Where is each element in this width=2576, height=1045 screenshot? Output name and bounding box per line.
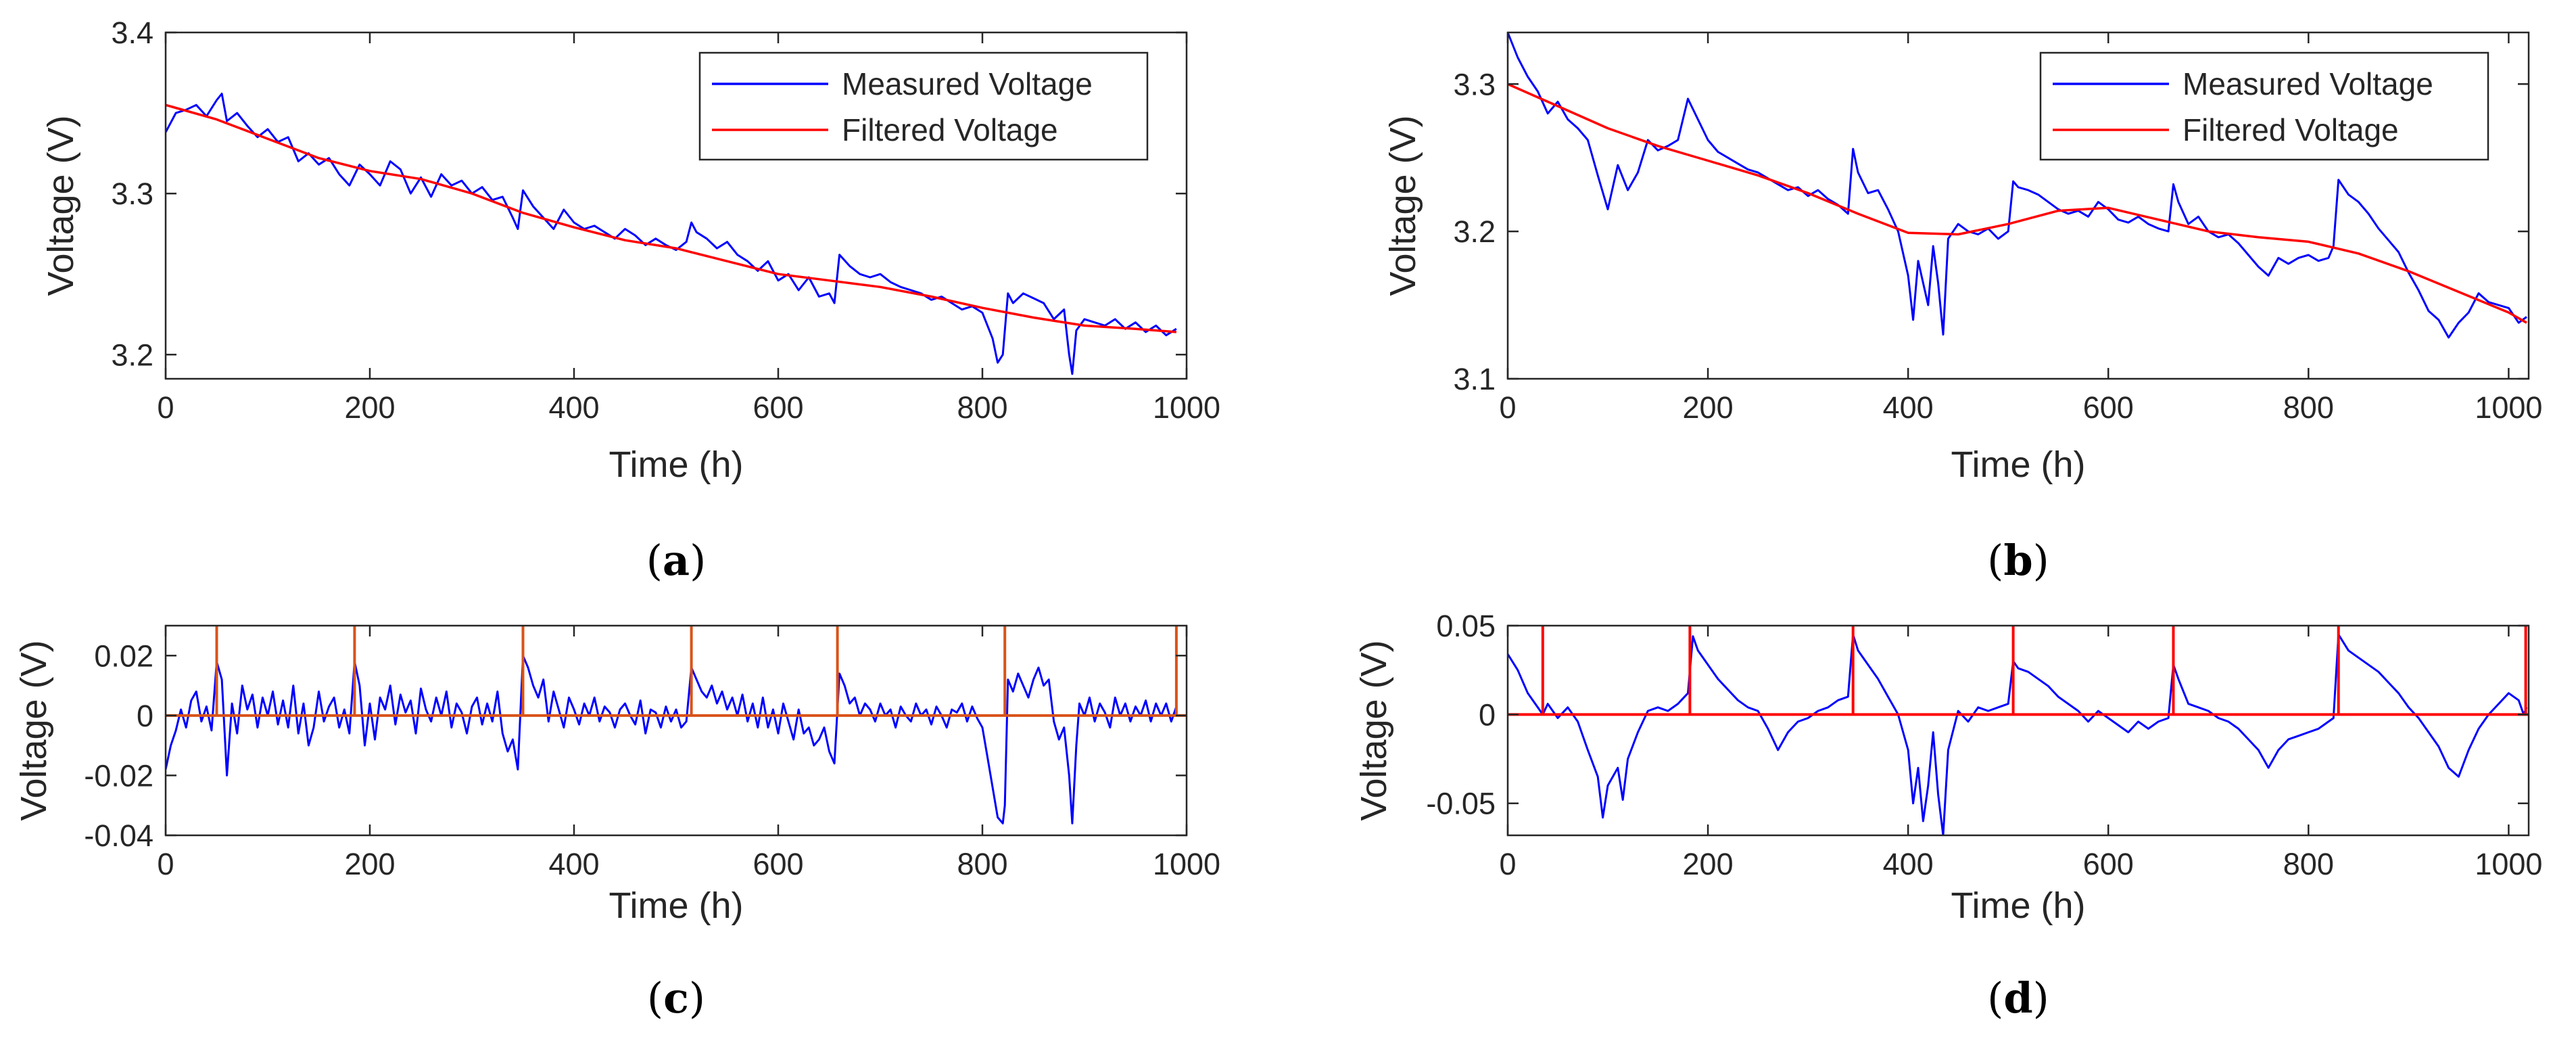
x-tick-label: 0 [157, 390, 174, 425]
x-tick-label: 1000 [2475, 847, 2542, 881]
x-tick-label: 200 [1683, 390, 1734, 425]
panel-caption: (a) [646, 536, 707, 585]
plot-area [166, 626, 1187, 825]
y-tick-label: 0 [137, 699, 153, 733]
legend-entry: Filtered Voltage [2183, 112, 2399, 147]
x-tick-label: 800 [2283, 847, 2334, 881]
legend-box [2039, 51, 2489, 161]
plot-area [166, 93, 1177, 375]
panel-caption: (c) [647, 973, 705, 1023]
x-axis-label: Time (h) [609, 444, 744, 485]
x-axis-label: Time (h) [1951, 885, 2086, 926]
y-tick-label: 3.3 [1453, 67, 1496, 101]
x-tick-label: 0 [157, 847, 174, 881]
y-tick-label: 0 [1479, 697, 1496, 732]
measured-voltage-line [1508, 32, 2527, 339]
plot-area [1508, 626, 2529, 835]
y-axis-label: Voltage (V) [14, 640, 54, 820]
axes-box [164, 624, 1188, 837]
panel-c: 0 200 400 600 800 1000 -0.04 -0.02 0 0.02 Time (h)… [14, 624, 1220, 1023]
residual-line [166, 654, 1178, 825]
x-tick-label: 400 [1883, 847, 1934, 881]
legend: Measured Voltage Filtered Voltage [698, 51, 1149, 161]
panel-a: 0 200 400 600 800 1000 3.2 3.3 3.4 Time (h) Voltag… [41, 16, 1220, 585]
panel-caption: (b) [1987, 536, 2049, 585]
legend-entry: Measured Voltage [842, 66, 1093, 101]
x-tick-label: 800 [957, 847, 1007, 881]
x-tick-label: 200 [1683, 847, 1734, 881]
measured-voltage-line [166, 93, 1177, 375]
y-tick-label: -0.04 [84, 818, 153, 853]
x-tick-label: 600 [753, 390, 803, 425]
x-axis-label: Time (h) [1951, 444, 2086, 485]
x-tick-label: 400 [548, 847, 599, 881]
legend-entry: Filtered Voltage [842, 112, 1058, 147]
x-tick-label: 800 [2283, 390, 2334, 425]
y-tick-label: 3.2 [1453, 214, 1496, 249]
y-tick-label: 3.4 [111, 16, 153, 50]
x-tick-label: 200 [344, 847, 395, 881]
x-tick-label: 400 [548, 390, 599, 425]
reset-event-line [1508, 626, 2529, 716]
y-tick-label: 0.05 [1436, 609, 1496, 643]
y-tick-label: 3.1 [1453, 362, 1496, 396]
x-axis-label: Time (h) [609, 885, 744, 926]
x-tick-label: 800 [957, 390, 1007, 425]
x-tick-label: 600 [2083, 390, 2134, 425]
panel-b: 0 200 400 600 800 1000 3.1 3.2 3.3 Time (h) Voltag… [1383, 31, 2542, 585]
x-tick-label: 200 [344, 390, 395, 425]
reset-event-line [166, 626, 1187, 717]
x-tick-label: 1000 [2475, 390, 2542, 425]
filtered-voltage-line [166, 103, 1177, 333]
axes-box [1506, 624, 2530, 837]
filtered-voltage-line [1508, 83, 2527, 324]
y-axis-label: Voltage (V) [1383, 115, 1423, 296]
x-tick-label: 400 [1883, 390, 1934, 425]
x-tick-label: 1000 [1153, 390, 1220, 425]
legend-entry: Measured Voltage [2183, 66, 2433, 101]
y-axis-label: Voltage (V) [41, 115, 81, 296]
y-tick-label: -0.05 [1426, 787, 1496, 821]
x-tick-label: 0 [1499, 847, 1516, 881]
panel-caption: (d) [1987, 973, 2049, 1023]
residual-line [1508, 633, 2528, 835]
x-tick-label: 0 [1499, 390, 1516, 425]
y-axis-label: Voltage (V) [1354, 640, 1394, 820]
axes-box [164, 31, 1188, 380]
legend-box [698, 51, 1149, 161]
axes-box [1506, 31, 2530, 380]
y-tick-label: 0.02 [94, 638, 153, 673]
legend: Measured Voltage Filtered Voltage [2039, 51, 2489, 161]
x-tick-label: 1000 [1153, 847, 1220, 881]
plot-area [1508, 32, 2527, 339]
x-tick-label: 600 [2083, 847, 2134, 881]
y-tick-label: 3.2 [111, 338, 153, 372]
x-tick-label: 600 [753, 847, 803, 881]
y-tick-label: -0.02 [84, 758, 153, 793]
y-tick-label: 3.3 [111, 177, 153, 211]
